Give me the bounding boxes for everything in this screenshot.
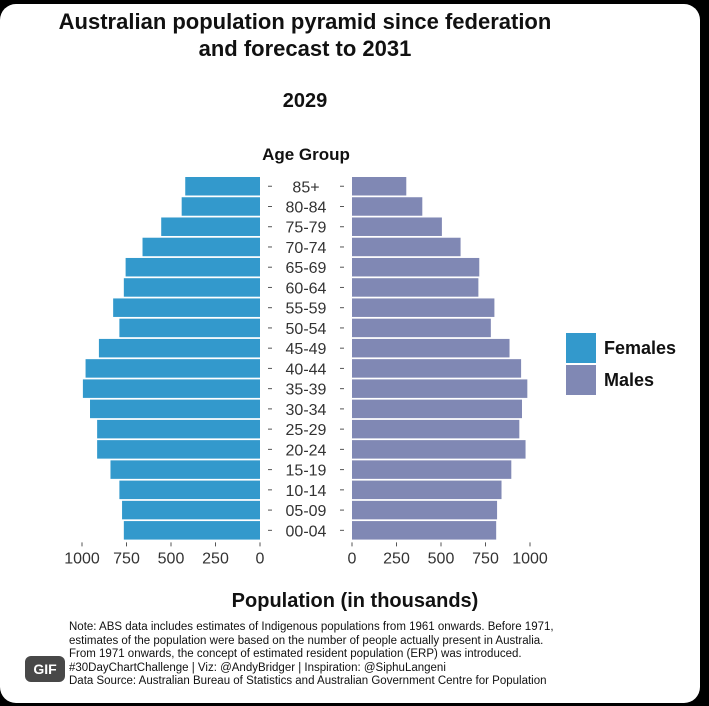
y-tick-label: 10-14 — [286, 483, 327, 500]
bar-female-65-69 — [125, 257, 260, 277]
bar-female-80-84 — [181, 197, 260, 216]
bar-male-20-24 — [352, 440, 526, 459]
legend-label-females: Females — [604, 337, 677, 358]
bar-male-60-64 — [352, 278, 479, 297]
bar-female-45-49 — [98, 338, 260, 358]
x-tick-label-right: 750 — [472, 550, 499, 567]
x-tick-label-left: 750 — [113, 550, 140, 567]
y-tick-label: 60-64 — [286, 280, 327, 297]
bar-female-75-79 — [161, 217, 260, 236]
bar-male-50-54 — [352, 318, 491, 338]
bar-female-15-19 — [110, 460, 260, 479]
bar-female-85+ — [185, 177, 260, 196]
y-tick-label: 25-29 — [286, 422, 327, 439]
note-line: Data Source: Australian Bureau of Statis… — [69, 675, 547, 687]
legend-item-females: Females — [566, 333, 676, 363]
bar-male-15-19 — [352, 460, 512, 479]
bar-female-05-09 — [122, 500, 260, 520]
y-tick-label: 80-84 — [286, 199, 327, 216]
bar-male-70-74 — [352, 237, 461, 257]
y-tick-label: 75-79 — [286, 220, 327, 237]
bar-male-45-49 — [352, 338, 510, 358]
x-tick-label-right: 250 — [383, 550, 410, 567]
legend-swatch-males — [566, 365, 596, 395]
note-line: Note: ABS data includes estimates of Ind… — [69, 621, 554, 633]
y-tick-label: 45-49 — [286, 341, 327, 358]
note-line: #30DayChartChallenge | Viz: @AndyBridger… — [69, 661, 446, 674]
x-tick-label-right: 0 — [348, 550, 357, 567]
bar-female-25-29 — [97, 419, 260, 439]
chart-title: Australian population pyramid since fede… — [58, 9, 552, 61]
x-tick-label-left: 1000 — [64, 550, 100, 567]
bar-male-85+ — [352, 177, 407, 196]
population-pyramid-chart: 00-04 05-09 10-14 15-19 20-24 25-29 30-34 35-39… — [64, 177, 548, 567]
bar-female-60-64 — [123, 278, 260, 297]
chart-card: Australian population pyramid since fede… — [0, 4, 700, 703]
y-tick-label: 35-39 — [286, 382, 327, 399]
bar-male-65-69 — [352, 257, 480, 277]
y-tick-label: 65-69 — [286, 260, 327, 277]
bar-female-35-39 — [82, 379, 260, 398]
y-tick-label: 55-59 — [286, 301, 327, 318]
y-tick-label: 40-44 — [286, 361, 327, 378]
x-tick-label-left: 0 — [256, 550, 265, 567]
bar-female-20-24 — [97, 440, 260, 459]
legend-label-males: Males — [604, 369, 655, 390]
x-tick-label-left: 250 — [202, 550, 229, 567]
y-tick-label: 70-74 — [286, 240, 327, 257]
bar-male-00-04 — [352, 521, 497, 540]
bar-male-75-79 — [352, 217, 442, 236]
x-axis-title: Population (in thousands) — [231, 590, 479, 612]
y-tick-label: 15-19 — [286, 463, 327, 480]
legend-swatch-females — [566, 333, 596, 363]
bar-male-05-09 — [352, 500, 498, 520]
note-line: From 1971 onwards, the concept of estima… — [69, 648, 522, 660]
bar-female-10-14 — [119, 480, 260, 500]
y-tick-label: 85+ — [292, 179, 319, 196]
bar-male-40-44 — [352, 359, 522, 378]
bar-female-30-34 — [90, 399, 260, 419]
bar-male-25-29 — [352, 419, 520, 439]
y-tick-label: 50-54 — [286, 321, 327, 338]
bar-male-35-39 — [352, 379, 528, 398]
x-tick-label-left: 500 — [158, 550, 185, 567]
y-tick-label: 05-09 — [286, 503, 327, 520]
y-tick-label: 20-24 — [286, 442, 327, 459]
gif-badge: GIF — [25, 656, 65, 682]
chart-notes: Note: ABS data includes estimates of Ind… — [69, 621, 689, 689]
bar-female-40-44 — [85, 359, 260, 378]
y-tick-label: 00-04 — [286, 523, 327, 540]
x-tick-label-right: 1000 — [512, 550, 548, 567]
bar-female-70-74 — [142, 237, 260, 257]
bar-male-80-84 — [352, 197, 423, 216]
note-line: estimates of the population were based o… — [69, 634, 544, 647]
bar-female-00-04 — [123, 521, 260, 540]
bar-female-50-54 — [119, 318, 260, 338]
y-axis-title: Age Group — [262, 145, 350, 164]
y-tick-label: 30-34 — [286, 402, 327, 419]
bar-male-10-14 — [352, 480, 502, 500]
bar-female-55-59 — [113, 298, 261, 317]
x-tick-label-right: 500 — [428, 550, 455, 567]
chart-subtitle: 2029 — [282, 90, 328, 112]
legend-item-males: Males — [566, 365, 676, 395]
bar-male-30-34 — [352, 399, 522, 419]
legend: Females Males — [566, 333, 676, 397]
bar-male-55-59 — [352, 298, 495, 317]
